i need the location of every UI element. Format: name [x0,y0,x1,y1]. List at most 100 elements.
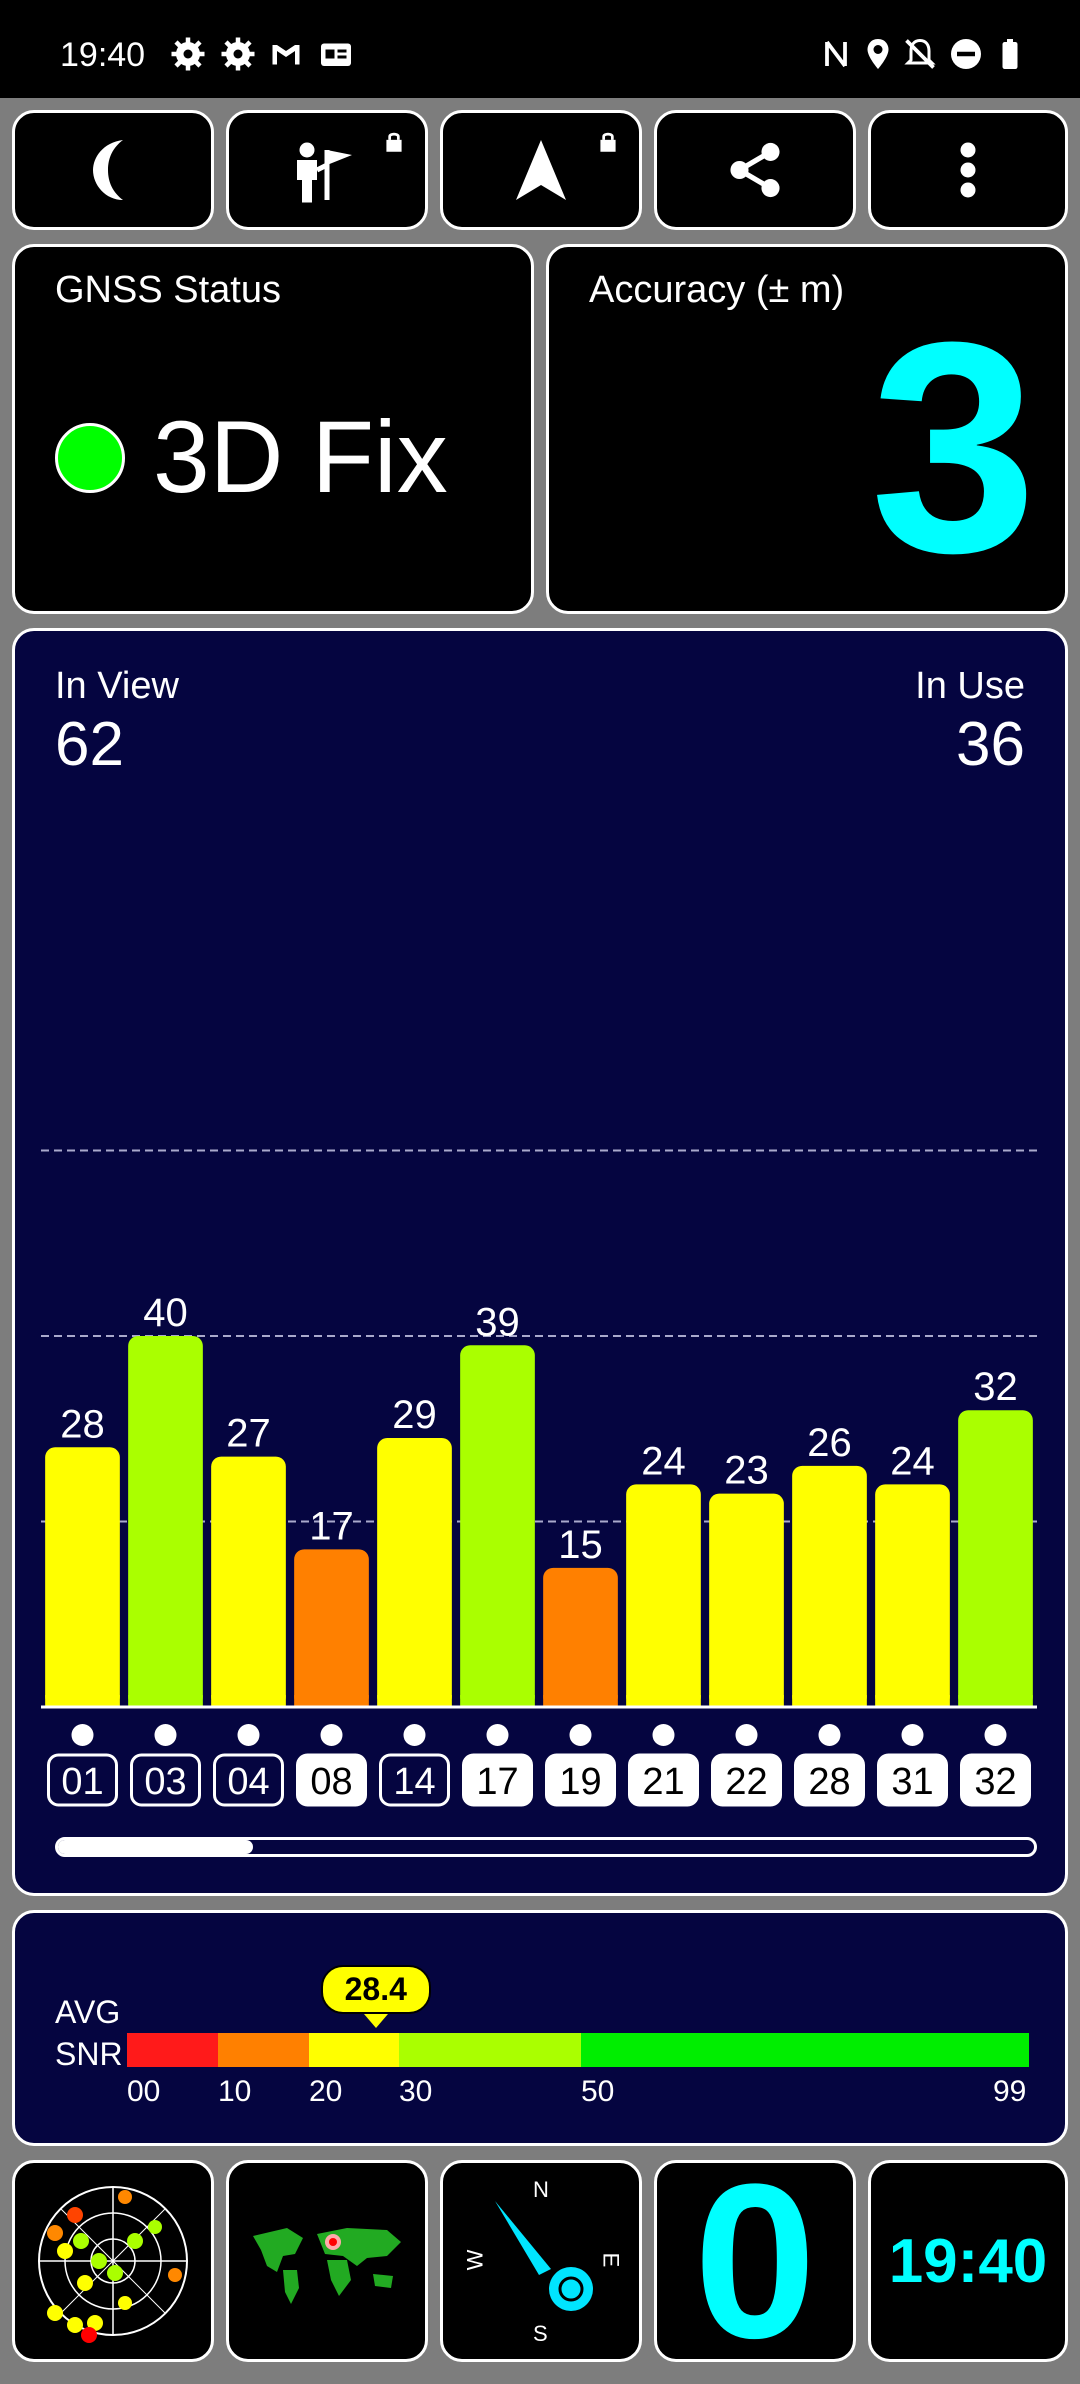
prn-badge [960,1753,1031,1807]
world-map-button[interactable] [226,2160,428,2362]
bar-value-label: 15 [558,1523,603,1567]
bar-value-label: 29 [392,1393,437,1437]
used-indicator-dot [652,1724,675,1746]
night-mode-button[interactable] [12,110,214,230]
in-view-label: In View [55,665,179,707]
bar-value-label: 28 [60,1402,105,1446]
bar-value-label: 40 [143,1291,188,1335]
bar-value-label: 27 [226,1412,271,1456]
battery-icon [1002,39,1018,69]
bar-value-label: 23 [724,1449,769,1493]
bar-value-label: 32 [973,1365,1018,1409]
snr-bar-base [460,1695,535,1707]
avg-snr-marker: 28.4 [320,1965,431,2028]
prn-label: 21 [642,1761,684,1803]
snr-bar [543,1567,618,1707]
snr-bar [128,1336,203,1707]
settings-icon-2 [221,37,255,71]
prn-label: 17 [476,1761,518,1803]
used-indicator-dot [818,1724,841,1746]
gmail-icon [272,45,300,65]
snr-bar-base [211,1695,286,1707]
snr-scale-segment [218,2033,309,2067]
satellite-scrollbar[interactable] [55,1837,1037,1857]
person-flag-icon [297,142,352,203]
prn-badge [462,1753,533,1807]
prn-label: 14 [393,1761,435,1803]
status-time: 19:40 [60,36,146,74]
accuracy-panel[interactable]: Accuracy (± m) 3 [546,244,1068,614]
in-use-label: In Use [915,665,1025,707]
bar-value-label: 26 [807,1421,852,1465]
lock-icon [600,132,616,152]
clock-value: 19:40 [888,2226,1048,2296]
snr-bar-base [709,1695,784,1707]
nfc-icon [825,40,847,68]
fix-indicator [55,423,125,493]
satellite-signal-panel[interactable]: In View 62 In Use 36 28 01 40 03 27 04 17 08 29 1… [12,628,1068,1896]
avg-snr-label: AVG SNR [55,1991,123,2075]
notifications-off-icon [904,38,936,69]
snr-bar [958,1410,1033,1707]
gnss-status-panel[interactable]: GNSS Status 3D Fix [12,244,534,614]
prn-badge [628,1753,699,1807]
prn-badge [545,1753,616,1807]
find-location-button[interactable] [226,110,428,230]
snr-bar-chart: 28 01 40 03 27 04 17 08 29 14 39 17 15 19 24 21 23 22 26 28… [41,1149,1037,1807]
snr-bar-base [128,1695,203,1707]
snr-bar [45,1447,120,1707]
do-not-disturb-icon [951,39,981,69]
snr-scale-segment [581,2033,1029,2067]
prn-label: 19 [559,1761,601,1803]
clock-display[interactable]: 19:40 [868,2160,1068,2362]
accuracy-value: 3 [870,279,1037,615]
snr-tick-label: 10 [218,2075,252,2108]
snr-bar [377,1438,452,1707]
avg-snr-value: 28.4 [320,1965,431,2014]
compass-needle-icon [495,2201,593,2311]
snr-bar-base [792,1695,867,1707]
snr-bar-base [543,1695,618,1707]
moon-icon [93,140,123,200]
lock-icon [386,132,402,152]
share-button[interactable] [654,110,856,230]
snr-bar-base [626,1695,701,1707]
more-menu-button[interactable] [868,110,1068,230]
compass-north: N [533,2177,549,2202]
prn-label: 32 [974,1761,1016,1803]
used-indicator-dot [71,1724,94,1746]
snr-tick-label: 30 [399,2075,433,2108]
share-icon [730,142,780,198]
snr-bar [294,1549,369,1707]
snr-label: SNR [55,2036,123,2072]
snr-bar [875,1484,950,1707]
snr-bar-base [45,1695,120,1707]
prn-label: 01 [61,1761,103,1803]
snr-bar-base [294,1695,369,1707]
snr-tick-label: 00 [127,2075,161,2108]
used-indicator-dot [154,1724,177,1746]
prn-label: 04 [227,1761,269,1803]
compass-south: S [533,2321,548,2346]
prn-badge [47,1753,118,1807]
navigate-button[interactable] [440,110,642,230]
prn-badge [794,1753,865,1807]
sky-plot-button[interactable] [12,2160,214,2362]
prn-badge [296,1753,367,1807]
bar-value-label: 24 [890,1439,935,1483]
prn-label: 28 [808,1761,850,1803]
snr-bar [709,1493,784,1707]
used-indicator-dot [901,1724,924,1746]
news-icon [321,43,351,66]
avg-snr-panel[interactable]: AVG SNR 28.4 00 10 20 30 50 99 [12,1910,1068,2146]
snr-bar [460,1345,535,1707]
compass-button[interactable]: N E S W [440,2160,642,2362]
used-indicator-dot [735,1724,758,1746]
snr-bar [211,1456,286,1707]
prn-badge [711,1753,782,1807]
count-display[interactable]: 0 [654,2151,856,2371]
used-indicator-dot [984,1724,1007,1746]
snr-bar-base [958,1695,1033,1707]
scrollbar-thumb[interactable] [58,1840,254,1854]
bar-value-label: 24 [641,1439,686,1483]
